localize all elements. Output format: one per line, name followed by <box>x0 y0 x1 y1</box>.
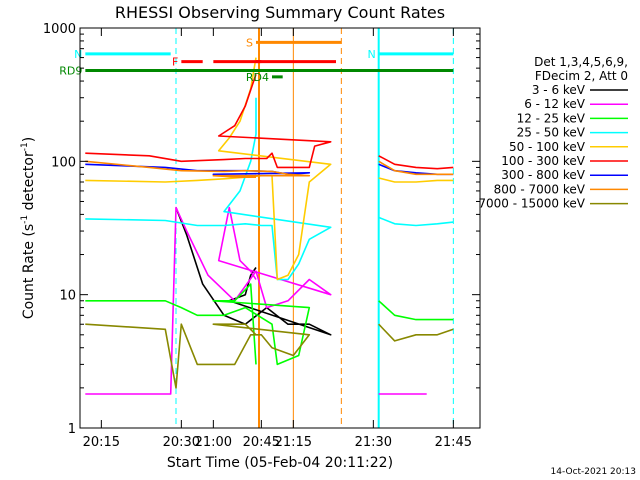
y-axis-label-main: Count Rate (s <box>21 224 37 319</box>
legend-header-1: Det 1,3,4,5,6,9, <box>534 55 628 69</box>
flag-label-7: RD4 <box>246 71 269 84</box>
flag-label-2: F <box>172 56 178 69</box>
y-tick-label-2: 100 <box>51 155 76 170</box>
x-tick-label-6: 21:45 <box>435 435 472 450</box>
legend-entry-label-4: 50 - 100 keV <box>509 140 586 154</box>
x-axis-label: Start Time (05-Feb-04 20:11:22) <box>167 455 393 471</box>
legend-entry-label-6: 300 - 800 keV <box>501 168 585 182</box>
legend-entry-label-2: 12 - 25 keV <box>517 111 586 125</box>
x-tick-label-2: 20:45 <box>243 435 280 450</box>
y-axis-label-mid: detector <box>21 151 37 215</box>
date-stamp: 14-Oct-2021 20:13 <box>551 467 636 477</box>
series-line-5 <box>85 73 332 169</box>
series-after-gap-line-4 <box>378 216 454 227</box>
y-axis-label-end: ) <box>21 137 37 142</box>
series-after-gap-line-3 <box>378 177 454 183</box>
y-tick-label-0: 1 <box>68 422 76 437</box>
x-tick-label-1: 20:30 <box>163 435 200 450</box>
series-line-8 <box>85 323 311 389</box>
x-tick-label-0: 20:15 <box>83 435 120 450</box>
plot-area: N N F S RD9 RD4 <box>59 28 454 428</box>
legend-entry-label-1: 6 - 12 keV <box>524 97 586 111</box>
series-line-1 <box>85 206 332 395</box>
y-tick-label-1: 10 <box>59 289 76 304</box>
y-axis-label-sup2: -1 <box>20 142 30 151</box>
y-axis-label-sup1: -1 <box>20 215 30 224</box>
series-after-gap-line-5 <box>378 300 454 321</box>
legend-header-2: FDecim 2, Att 0 <box>535 69 628 83</box>
series-line-4 <box>85 57 332 281</box>
flag-label-6: RD9 <box>59 65 82 78</box>
y-axis-label: Count Rate (s-1 detector-1) <box>20 137 37 319</box>
y-tick-label-3: 1000 <box>43 22 76 37</box>
series-line-3 <box>85 97 332 281</box>
x-tick-label-3: 21:00 <box>195 435 232 450</box>
series-after-gap-line-2 <box>378 160 454 176</box>
chart-title: RHESSI Observing Summary Count Rates <box>115 3 445 22</box>
flag-label-5: S <box>246 36 253 49</box>
y-axis: 1 10 100 1000 <box>43 22 480 437</box>
legend-entry-label-3: 25 - 50 keV <box>517 126 586 140</box>
plot-frame <box>79 27 481 429</box>
x-tick-label-4: 21:15 <box>275 435 312 450</box>
legend-entry-label-8: 7000 - 15000 keV <box>478 197 585 211</box>
series-line-0 <box>175 207 332 336</box>
legend-entry-label-5: 100 - 300 keV <box>501 154 585 168</box>
legend-entry-label-7: 800 - 7000 keV <box>494 182 586 196</box>
flag-label-1: N <box>367 48 375 61</box>
x-axis: 20:15 20:30 20:45 21:00 21:15 21:30 21:45 <box>83 28 472 450</box>
legend-entry-label-0: 3 - 6 keV <box>532 83 586 97</box>
x-tick-label-5: 21:30 <box>355 435 392 450</box>
flag-label-0: N <box>74 48 82 61</box>
series-line-7 <box>85 160 311 178</box>
series-after-gap-line-0 <box>378 155 454 170</box>
series-after-gap-line-7 <box>378 323 454 342</box>
series-line-2 <box>85 283 311 366</box>
legend: Det 1,3,4,5,6,9, FDecim 2, Att 0 3 - 6 k… <box>478 55 628 211</box>
